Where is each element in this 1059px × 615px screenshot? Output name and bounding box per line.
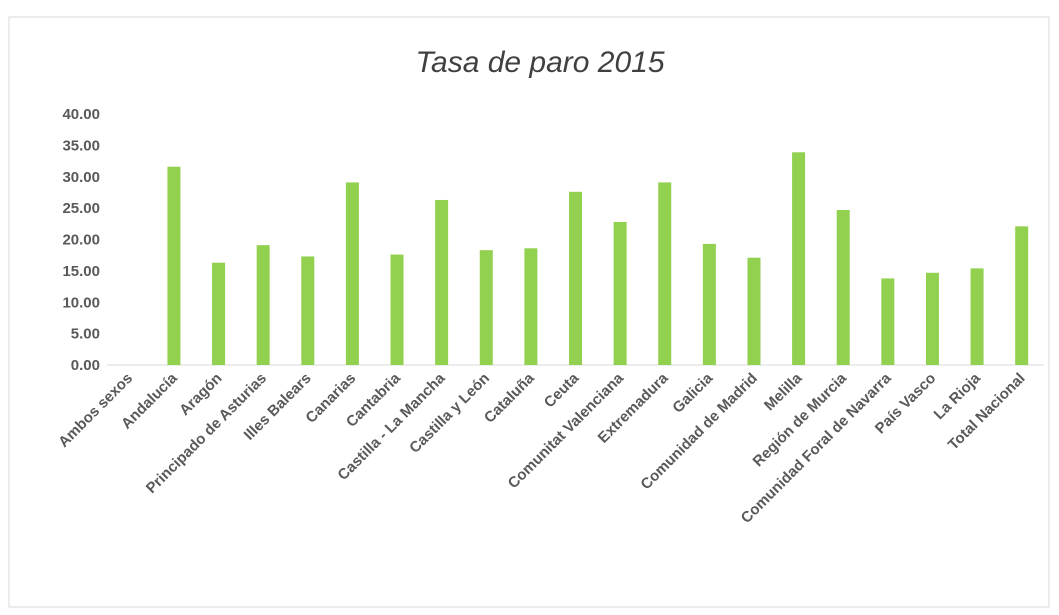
y-tick-label: 15.00 [62, 263, 100, 280]
y-tick-label: 35.00 [62, 137, 100, 154]
bar [613, 221, 627, 365]
bar [390, 254, 404, 365]
y-tick-label: 5.00 [71, 326, 100, 343]
bar [524, 248, 538, 365]
y-tick-label: 20.00 [62, 232, 100, 249]
bar [881, 278, 895, 365]
y-tick-label: 10.00 [62, 294, 100, 311]
bar [1015, 226, 1029, 365]
bar [836, 210, 850, 365]
bar [925, 272, 939, 365]
bar [256, 245, 270, 365]
bar [212, 262, 226, 365]
y-tick-label: 25.00 [62, 200, 100, 217]
bar [435, 199, 449, 365]
bar [345, 182, 359, 365]
bar [792, 152, 806, 365]
bar [702, 243, 716, 365]
bar [301, 256, 315, 365]
y-tick-label: 40.00 [62, 106, 100, 123]
bar [167, 166, 181, 365]
bar [747, 257, 761, 365]
y-tick-label: 30.00 [62, 169, 100, 186]
bar [658, 182, 672, 365]
bar [569, 191, 582, 365]
bar [970, 268, 984, 365]
bar [479, 250, 493, 365]
chart-title: Tasa de paro 2015 [415, 46, 664, 79]
y-tick-label: 0.00 [71, 357, 100, 374]
